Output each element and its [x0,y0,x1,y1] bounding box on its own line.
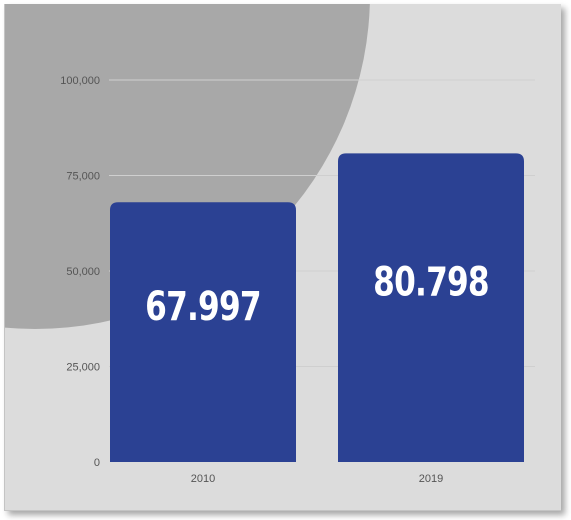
decorative-circle [5,4,370,329]
y-axis-ticks: 0 25,000 50,000 75,000 100,000 [60,75,100,469]
y-tick-label: 0 [94,457,100,469]
y-tick-label: 25,000 [66,362,100,374]
bar-2010 [110,202,296,462]
x-axis-ticks: 2010 2019 [191,473,443,485]
data-label: 67.997 [145,284,261,330]
bars: 67.997 80.798 [110,153,524,463]
chart-frame: 0 25,000 50,000 75,000 100,000 67.997 80.798 … [4,4,561,511]
x-tick-label: 2010 [191,473,215,485]
y-tick-label: 50,000 [66,266,100,278]
bar-2019 [338,153,524,463]
y-tick-label: 75,000 [66,171,100,183]
y-tick-label: 100,000 [60,75,100,87]
x-tick-label: 2019 [419,473,443,485]
data-label: 80.798 [373,260,489,306]
